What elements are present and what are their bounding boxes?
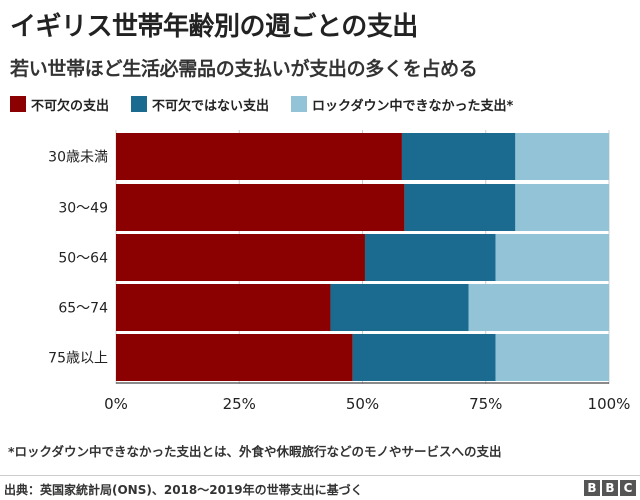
bar-lockdown xyxy=(468,284,609,331)
bar-lockdown xyxy=(495,334,609,381)
category-label: 65～74 xyxy=(58,301,108,317)
category-label: 30歳未満 xyxy=(48,150,108,166)
logo-letter: C xyxy=(620,480,636,496)
bar-lockdown xyxy=(515,184,609,231)
bar-essential xyxy=(116,234,365,281)
legend-swatch-non-essential xyxy=(131,96,148,112)
logo-letter: B xyxy=(602,480,618,496)
chart-title: イギリス世帯年齢別の週ごとの支出 xyxy=(10,12,418,42)
category-label: 50～64 xyxy=(58,251,108,267)
bar-essential xyxy=(116,133,402,180)
bar-essential xyxy=(116,184,405,231)
legend-item-essential: 不可欠の支出 xyxy=(10,95,109,114)
legend-swatch-essential xyxy=(10,96,26,112)
x-tick-label: 0% xyxy=(104,395,128,413)
bar-non-essential xyxy=(364,234,496,281)
bar-non-essential xyxy=(352,334,496,381)
bar-non-essential xyxy=(330,284,469,331)
bar-essential xyxy=(116,284,331,331)
x-tick-label: 25% xyxy=(223,395,256,413)
x-tick-label: 100% xyxy=(588,395,631,413)
bar-non-essential xyxy=(404,184,516,231)
bbc-logo: B B C xyxy=(584,480,636,496)
category-label: 75歳以上 xyxy=(48,351,108,367)
bar-essential xyxy=(116,334,353,381)
x-tick-label: 75% xyxy=(469,395,502,413)
legend-label-lockdown: ロックダウン中できなかった支出* xyxy=(312,98,514,114)
footnote: *ロックダウン中できなかった支出とは、外食や休暇旅行などのモノやサービスへの支出 xyxy=(8,444,502,459)
legend-item-non-essential: 不可欠ではない支出 xyxy=(131,95,269,114)
category-label: 30～49 xyxy=(58,201,108,217)
stacked-bar-chart: 30歳未満 30～49 50～64 65～74 75歳以上 0% 25% 50% 75% 100% xyxy=(48,130,631,413)
legend-item-lockdown: ロックダウン中できなかった支出* xyxy=(291,95,513,114)
logo-letter: B xyxy=(584,480,600,496)
legend: 不可欠の支出 不可欠ではない支出 ロックダウン中できなかった支出* xyxy=(10,94,635,114)
chart-subtitle: 若い世帯ほど生活必需品の支払いが支出の多くを占める xyxy=(10,58,478,80)
x-tick-label: 50% xyxy=(346,395,379,413)
bar-non-essential xyxy=(401,133,516,180)
legend-swatch-lockdown xyxy=(291,96,308,112)
bar-lockdown xyxy=(495,234,609,281)
legend-label-essential: 不可欠の支出 xyxy=(31,98,110,114)
footer-divider xyxy=(0,475,640,476)
legend-label-non-essential: 不可欠ではない支出 xyxy=(152,98,270,114)
source-note: 出典：英国家統計局(ONS)、2018～2019年の世帯支出に基づく xyxy=(4,483,363,497)
bar-lockdown xyxy=(515,133,609,180)
